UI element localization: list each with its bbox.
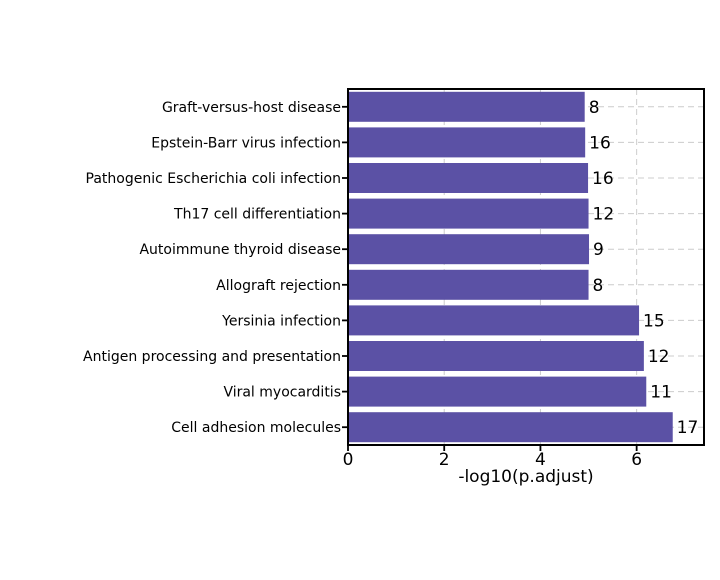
category-label: Th17 cell differentiation	[173, 207, 341, 223]
bar	[348, 91, 585, 122]
bar	[348, 269, 589, 300]
category-label: Graft-versus-host disease	[162, 100, 341, 116]
category-label: Autoimmune thyroid disease	[139, 242, 341, 258]
x-tick-label: 2	[439, 450, 450, 470]
bar-count-label: 15	[643, 311, 665, 331]
bar-count-label: 8	[589, 98, 600, 118]
category-label: Allograft rejection	[216, 278, 341, 294]
x-tick-label: 4	[535, 450, 546, 470]
bar	[348, 305, 640, 336]
bar-count-label: 8	[593, 276, 604, 296]
bar	[348, 198, 589, 229]
bar-count-label: 12	[593, 205, 615, 225]
bar	[348, 234, 590, 265]
bar-count-label: 9	[593, 240, 604, 260]
bar	[348, 341, 644, 371]
bar	[348, 163, 589, 193]
bar	[348, 376, 647, 407]
category-label: Epstein-Barr virus infection	[151, 135, 341, 151]
category-label: Pathogenic Escherichia coli infection	[86, 171, 342, 187]
bar-count-label: 16	[589, 133, 611, 153]
bar	[348, 412, 673, 443]
category-label: Viral myocarditis	[223, 385, 341, 401]
bar	[348, 127, 586, 158]
category-label: Antigen processing and presentation	[83, 349, 341, 365]
bar-count-label: 16	[592, 169, 614, 189]
x-tick-label: 6	[631, 450, 642, 470]
bar-count-label: 17	[677, 418, 699, 438]
x-tick-label: 0	[343, 450, 354, 470]
bar-count-label: 11	[650, 383, 672, 403]
x-axis-label: -log10(p.adjust)	[458, 467, 594, 487]
category-label: Cell adhesion molecules	[171, 420, 341, 436]
plot-border	[347, 88, 705, 446]
category-label: Yersinia infection	[221, 313, 341, 329]
bar-count-label: 12	[648, 347, 670, 367]
